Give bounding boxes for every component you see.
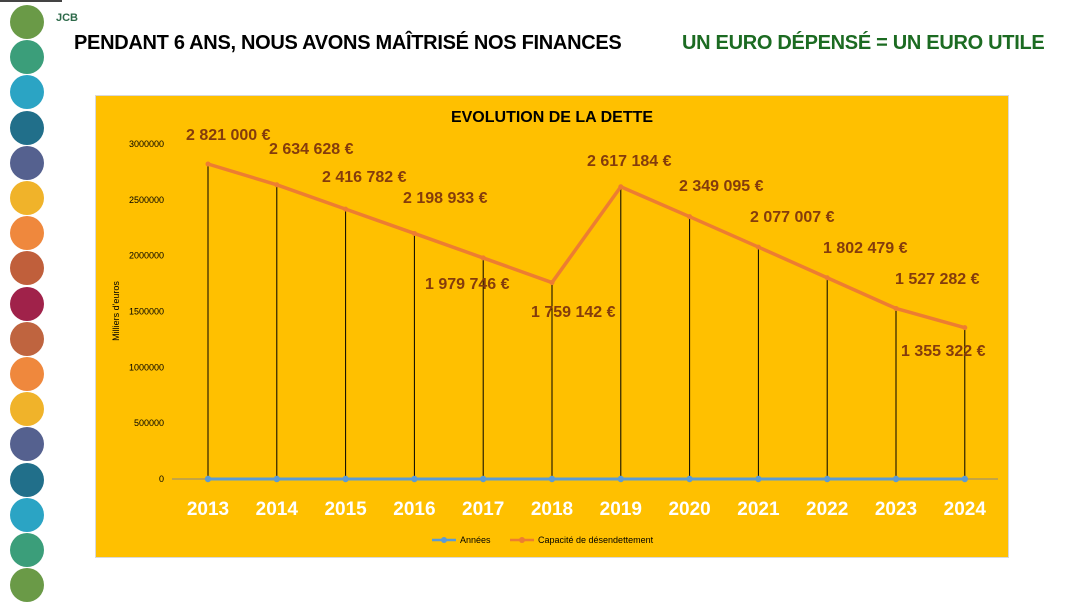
decorative-dot (10, 321, 44, 356)
point-annees (342, 475, 349, 483)
point-annees (548, 475, 556, 483)
x-tick-label: 2020 (668, 499, 710, 520)
point-capacite (343, 206, 349, 212)
point-capacite (411, 230, 417, 236)
point-capacite (687, 214, 693, 220)
decorative-dot (10, 286, 44, 321)
decorative-dot (10, 568, 44, 603)
y-tick-label: 1000000 (129, 362, 164, 372)
decorative-dot (10, 181, 44, 215)
x-tick-label: 2016 (393, 499, 435, 520)
data-label: 2 617 184 € (587, 153, 672, 170)
decorative-dot (10, 40, 44, 75)
y-tick-label: 2500000 (129, 195, 164, 205)
data-label: 1 527 282 € (895, 271, 980, 288)
point-capacite (549, 280, 555, 286)
decorative-dot (10, 427, 44, 462)
point-annees (273, 475, 280, 483)
point-annees (617, 475, 624, 483)
data-label: 2 416 782 € (322, 169, 407, 186)
decorative-dot (10, 497, 44, 532)
y-tick-label: 500000 (134, 418, 164, 428)
point-capacite (480, 255, 486, 261)
data-label: 2 349 095 € (679, 178, 764, 195)
point-annees (961, 475, 968, 483)
data-label: 1 802 479 € (823, 240, 908, 257)
y-axis-label: Milliers d'euros (111, 281, 121, 341)
point-capacite (962, 325, 968, 331)
y-tick-label: 3000000 (129, 139, 164, 149)
x-tick-label: 2024 (944, 499, 987, 520)
decorative-dot (10, 5, 44, 39)
headline-finances: PENDANT 6 ANS, NOUS AVONS MAÎTRISÉ NOS F… (74, 32, 622, 54)
legend-marker-capacite (519, 537, 525, 543)
decorative-dot (10, 110, 44, 145)
point-annees (204, 475, 212, 483)
y-tick-label: 1500000 (129, 307, 164, 317)
point-capacite (755, 244, 761, 250)
point-annees (480, 475, 487, 483)
x-tick-label: 2015 (324, 499, 367, 520)
point-annees (755, 475, 762, 483)
decorative-dot (10, 462, 44, 497)
x-tick-label: 2022 (806, 499, 848, 520)
point-annees (411, 475, 418, 483)
decorative-dot (10, 251, 44, 286)
headline-euro-utile: UN EURO DÉPENSÉ = UN EURO UTILE (682, 32, 1045, 54)
chart-title: EVOLUTION DE LA DETTE (451, 109, 653, 126)
x-tick-label: 2021 (737, 499, 780, 520)
x-tick-label: 2014 (256, 499, 299, 520)
point-capacite (824, 275, 830, 281)
data-label: 2 634 628 € (269, 141, 354, 158)
y-tick-label: 2000000 (129, 251, 164, 261)
x-tick-label: 2017 (462, 499, 504, 520)
data-label: 2 821 000 € (186, 127, 271, 144)
data-label: 1 979 746 € (425, 276, 510, 293)
legend-label-capacite: Capacité de désendettement (538, 535, 654, 545)
decorative-dot (10, 216, 44, 251)
legend-label-annees: Années (460, 535, 491, 545)
series-line-capacite (207, 162, 966, 330)
x-tick-label: 2023 (875, 499, 917, 520)
point-capacite (274, 182, 280, 188)
decorative-dots-column (10, 0, 46, 607)
x-tick-label: 2018 (531, 499, 573, 520)
data-label: 2 198 933 € (403, 190, 488, 207)
x-tick-label: 2013 (187, 499, 229, 520)
data-label: 1 355 322 € (901, 343, 986, 360)
data-label: 1 759 142 € (531, 304, 616, 321)
point-capacite (618, 184, 624, 190)
decorative-dot (10, 75, 44, 110)
legend-marker-annees (441, 537, 447, 543)
data-label: 2 077 007 € (750, 209, 835, 226)
x-tick-label: 2019 (600, 499, 642, 520)
decorative-dot (10, 145, 44, 180)
decorative-dot (10, 357, 44, 391)
decorative-dot (10, 392, 44, 427)
point-annees (892, 475, 900, 483)
y-tick-label: 0 (159, 474, 164, 484)
point-annees (686, 475, 693, 483)
jcb-logo: JCB (56, 12, 79, 24)
point-capacite (893, 305, 899, 311)
decorative-dot (10, 533, 44, 567)
point-annees (824, 475, 831, 483)
point-capacite (205, 161, 211, 167)
top-rule (0, 0, 62, 2)
